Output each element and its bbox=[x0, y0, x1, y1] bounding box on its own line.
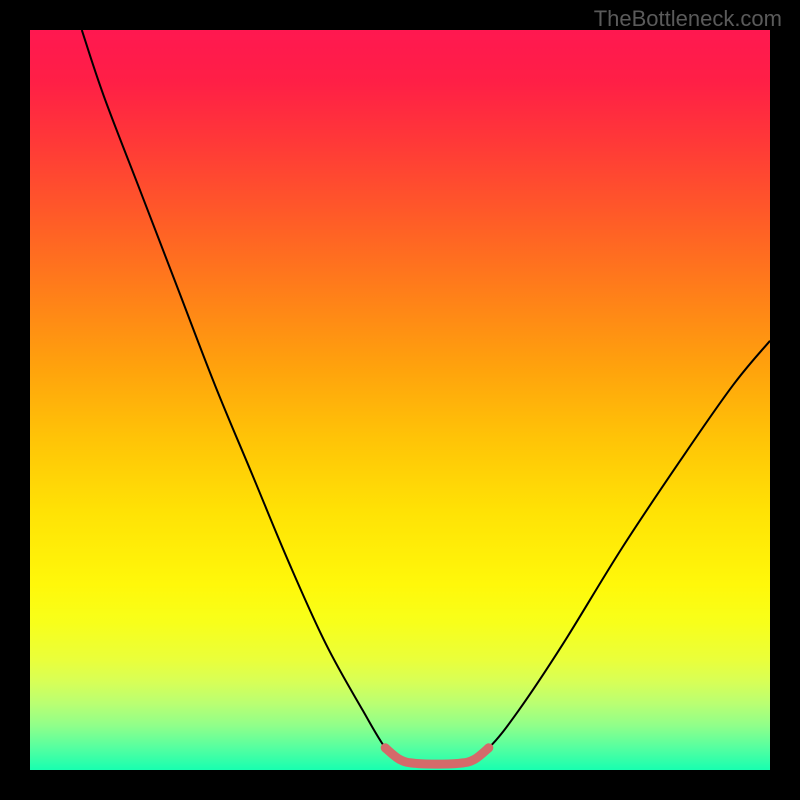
curve-overlay bbox=[30, 30, 770, 770]
plot-area bbox=[30, 30, 770, 770]
bottleneck-curve bbox=[82, 30, 770, 766]
watermark-text: TheBottleneck.com bbox=[594, 6, 782, 32]
optimal-range-highlight bbox=[385, 748, 489, 764]
